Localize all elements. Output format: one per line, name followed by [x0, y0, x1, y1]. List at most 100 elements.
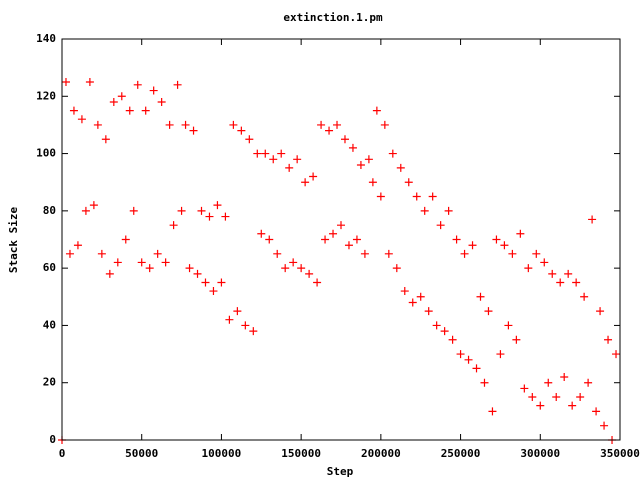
- point: [85, 77, 94, 86]
- x-tick-label: 0: [59, 447, 66, 460]
- point: [592, 407, 601, 416]
- point: [297, 264, 306, 273]
- point: [408, 298, 417, 307]
- x-tick-label: 200000: [361, 447, 401, 460]
- point: [340, 135, 349, 144]
- point: [333, 120, 342, 129]
- point: [468, 241, 477, 250]
- point: [181, 120, 190, 129]
- point: [281, 264, 290, 273]
- point: [572, 278, 581, 287]
- point: [588, 215, 597, 224]
- point: [337, 221, 345, 230]
- point: [612, 350, 621, 359]
- point: [464, 355, 473, 364]
- point: [484, 307, 493, 316]
- point: [604, 335, 613, 344]
- point: [496, 350, 505, 359]
- point: [89, 201, 98, 210]
- point: [536, 401, 545, 410]
- point: [548, 269, 557, 278]
- point: [528, 393, 537, 402]
- point: [233, 307, 242, 316]
- point: [580, 292, 589, 301]
- point: [301, 178, 310, 187]
- point: [193, 269, 202, 278]
- point: [153, 249, 162, 258]
- y-tick-label: 140: [36, 32, 56, 45]
- point: [133, 80, 142, 89]
- point: [596, 307, 605, 316]
- point: [109, 98, 118, 107]
- point: [344, 241, 353, 250]
- point: [384, 249, 393, 258]
- point: [185, 264, 194, 273]
- point: [440, 327, 449, 336]
- y-tick-label: 60: [43, 261, 56, 274]
- point: [404, 178, 413, 187]
- point: [364, 155, 373, 164]
- point: [137, 258, 146, 267]
- y-tick-label: 120: [36, 89, 56, 102]
- point: [101, 135, 110, 144]
- x-tick-label: 350000: [600, 447, 640, 460]
- point: [512, 335, 521, 344]
- point: [428, 192, 437, 201]
- y-tick-label: 80: [43, 204, 56, 217]
- point: [356, 161, 365, 170]
- point: [560, 372, 569, 381]
- point: [197, 206, 206, 215]
- point: [504, 321, 513, 330]
- point: [352, 235, 361, 244]
- plot-border: [61, 38, 621, 441]
- point: [452, 235, 461, 244]
- point: [241, 321, 250, 330]
- point: [372, 106, 381, 115]
- point: [544, 378, 553, 387]
- point: [125, 106, 134, 115]
- point: [73, 241, 82, 250]
- point: [249, 327, 258, 336]
- point: [69, 106, 78, 115]
- point: [540, 258, 549, 267]
- point: [305, 269, 314, 278]
- point: [448, 335, 457, 344]
- point: [253, 149, 262, 158]
- point: [309, 172, 318, 181]
- point: [325, 126, 334, 135]
- point: [77, 115, 86, 124]
- point: [416, 292, 425, 301]
- x-tick-label: 100000: [202, 447, 242, 460]
- point: [564, 269, 573, 278]
- x-tick-label: 300000: [520, 447, 560, 460]
- point: [225, 315, 234, 324]
- point: [93, 120, 102, 129]
- point: [520, 384, 529, 393]
- point: [245, 135, 254, 144]
- point: [480, 378, 489, 387]
- point: [600, 421, 609, 430]
- point: [157, 98, 166, 107]
- point: [129, 206, 138, 215]
- point: [584, 378, 593, 387]
- point: [61, 77, 70, 86]
- point: [145, 264, 154, 273]
- point: [436, 221, 445, 230]
- point: [105, 269, 114, 278]
- point: [424, 307, 433, 316]
- point: [392, 264, 401, 273]
- point: [213, 201, 222, 210]
- point: [552, 393, 561, 402]
- point: [141, 106, 150, 115]
- point: [472, 364, 481, 373]
- point: [273, 249, 282, 258]
- y-tick-label: 100: [36, 147, 56, 160]
- point: [293, 155, 302, 164]
- point: [568, 401, 577, 410]
- point: [169, 221, 178, 230]
- point: [492, 235, 501, 244]
- point: [285, 163, 294, 172]
- point: [488, 407, 497, 416]
